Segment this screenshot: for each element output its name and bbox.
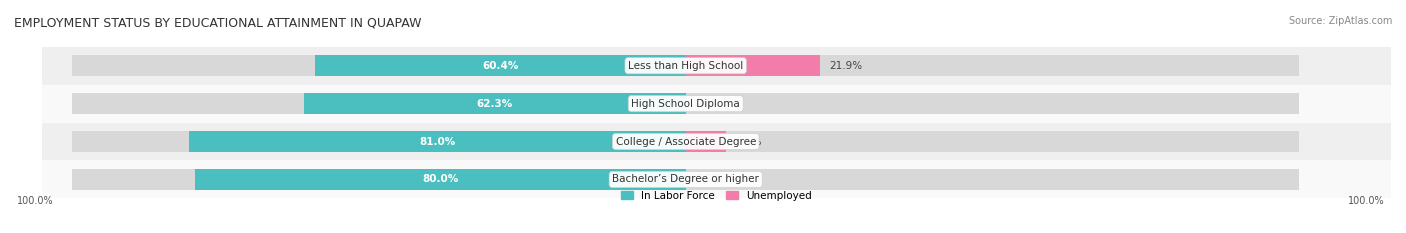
Bar xyxy=(72,131,686,152)
Text: High School Diploma: High School Diploma xyxy=(631,99,740,109)
Bar xyxy=(686,55,1299,76)
Bar xyxy=(686,93,1299,114)
Bar xyxy=(686,55,820,76)
Text: 21.9%: 21.9% xyxy=(830,61,862,71)
Text: Source: ZipAtlas.com: Source: ZipAtlas.com xyxy=(1288,16,1392,26)
Bar xyxy=(0,161,1391,199)
Text: 100.0%: 100.0% xyxy=(17,196,53,206)
Text: 0.0%: 0.0% xyxy=(695,175,721,185)
Bar xyxy=(0,47,1391,85)
Bar xyxy=(72,55,686,76)
Text: 6.5%: 6.5% xyxy=(735,137,761,147)
Text: 81.0%: 81.0% xyxy=(419,137,456,147)
Bar xyxy=(188,131,686,152)
Text: College / Associate Degree: College / Associate Degree xyxy=(616,137,756,147)
Bar xyxy=(686,131,725,152)
Text: 100.0%: 100.0% xyxy=(1348,196,1385,206)
Bar xyxy=(686,169,1299,190)
Bar xyxy=(0,123,1391,161)
Text: EMPLOYMENT STATUS BY EDUCATIONAL ATTAINMENT IN QUAPAW: EMPLOYMENT STATUS BY EDUCATIONAL ATTAINM… xyxy=(14,16,422,29)
Text: 0.0%: 0.0% xyxy=(695,99,721,109)
Text: 80.0%: 80.0% xyxy=(422,175,458,185)
Bar xyxy=(315,55,686,76)
Text: 62.3%: 62.3% xyxy=(477,99,513,109)
Bar xyxy=(72,93,686,114)
Legend: In Labor Force, Unemployed: In Labor Force, Unemployed xyxy=(616,187,817,205)
Bar xyxy=(686,131,1299,152)
Text: Bachelor’s Degree or higher: Bachelor’s Degree or higher xyxy=(612,175,759,185)
Text: Less than High School: Less than High School xyxy=(628,61,744,71)
Bar xyxy=(72,169,686,190)
Text: 60.4%: 60.4% xyxy=(482,61,519,71)
Bar xyxy=(0,85,1391,123)
Bar xyxy=(195,169,686,190)
Bar xyxy=(304,93,686,114)
